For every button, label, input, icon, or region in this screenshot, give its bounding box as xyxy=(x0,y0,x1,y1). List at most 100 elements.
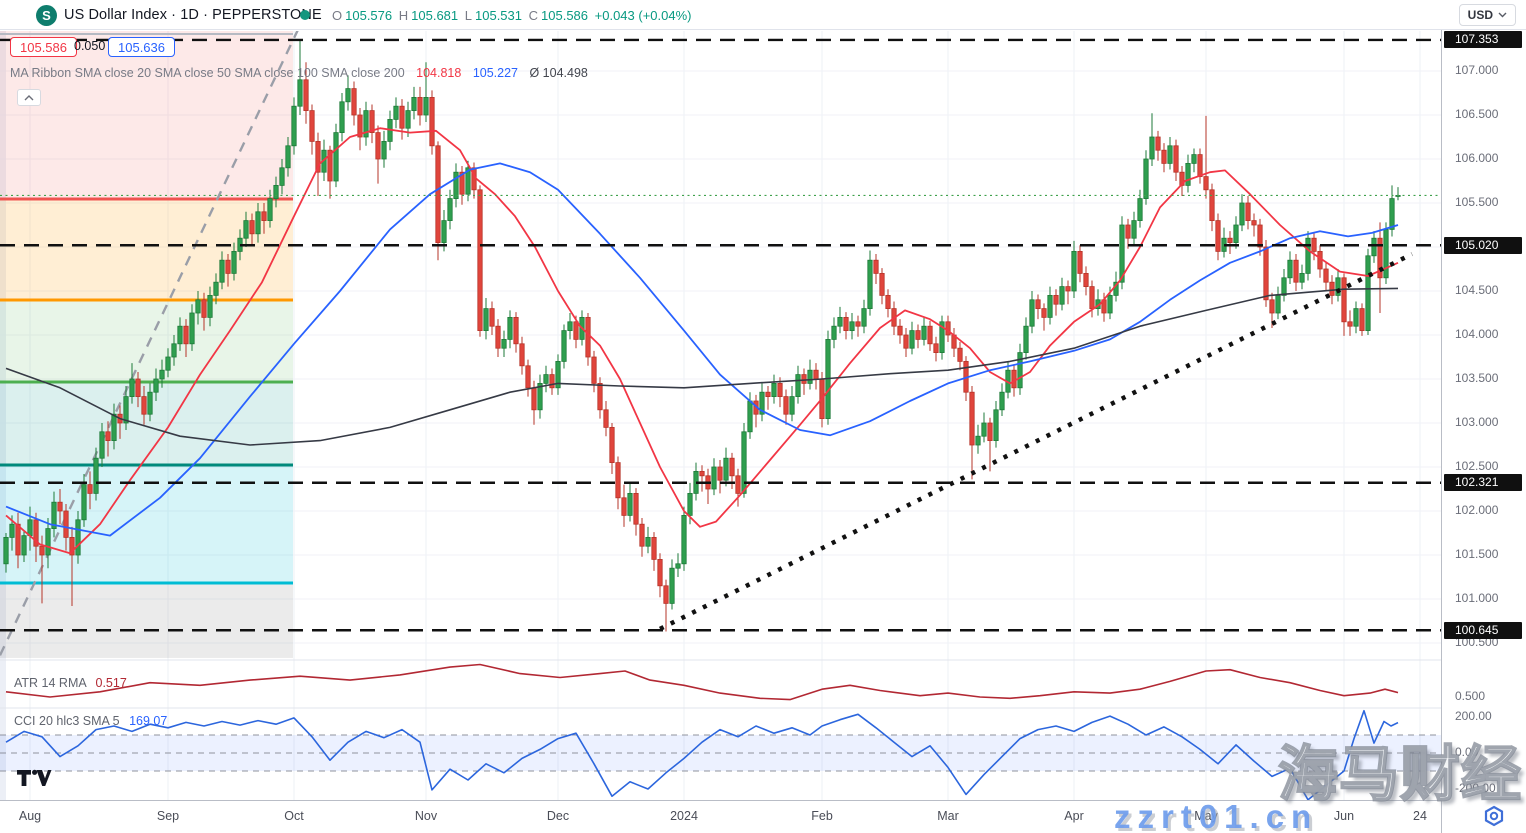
close-label: C xyxy=(528,8,539,23)
candle-body xyxy=(39,545,45,556)
cci-value: 169.07 xyxy=(129,714,168,728)
time-axis[interactable]: Aug Sep Oct Nov Dec 2024 Feb Mar Apr May Jun 24 xyxy=(0,800,1526,833)
chevron-up-icon xyxy=(24,94,34,100)
key-level-price-label: 105.020 xyxy=(1444,236,1522,254)
time-tick-label: 24 xyxy=(1413,809,1427,823)
candle-body xyxy=(75,519,81,556)
price-tick-label: 106.000 xyxy=(1455,151,1499,165)
candle-body xyxy=(993,409,999,441)
candle-body xyxy=(1215,220,1221,252)
candle-body xyxy=(351,88,357,116)
candle-body xyxy=(1233,224,1239,244)
price-tick-label: 106.500 xyxy=(1455,107,1499,121)
candle-body xyxy=(969,391,975,446)
candle-body xyxy=(1299,272,1305,283)
atr-line xyxy=(5,663,1399,701)
time-tick-label: Feb xyxy=(811,809,833,823)
candle-body xyxy=(99,431,105,459)
tradingview-logo[interactable] xyxy=(16,768,52,788)
top-toolbar: S US Dollar Index · 1D · PEPPERSTONE O 10… xyxy=(0,0,1526,30)
candle-body xyxy=(267,198,273,222)
currency-dropdown[interactable]: USD xyxy=(1458,4,1516,26)
ohlc-readout: O 105.576 H 105.681 L 105.531 C 105.586 +0.0… xyxy=(332,8,695,23)
candle-body xyxy=(609,426,615,463)
candle-body xyxy=(369,110,375,133)
time-tick-label: Aug xyxy=(18,809,42,823)
candle-body xyxy=(633,492,639,525)
ma-ribbon-value-sma20: 104.818 xyxy=(416,66,462,80)
zone-band xyxy=(0,199,293,300)
key-level-price-label: 100.645 xyxy=(1444,621,1522,639)
candle-body xyxy=(999,391,1005,411)
price-tick-label: 101.000 xyxy=(1455,591,1499,605)
candle-body xyxy=(843,316,849,331)
candle-body xyxy=(93,457,99,494)
price-axis[interactable]: 107.000 106.500 106.000 105.500 104.500 104.0… xyxy=(1441,0,1526,833)
candle-body xyxy=(561,330,567,362)
candle-body xyxy=(423,97,429,116)
candle-body xyxy=(1341,277,1347,323)
candle-body xyxy=(669,567,675,604)
candle-body xyxy=(9,523,15,538)
candle-body xyxy=(477,189,483,332)
time-tick-label: May xyxy=(1194,809,1218,823)
candle-body xyxy=(1227,237,1233,243)
candle-body xyxy=(1245,202,1251,222)
ma-ribbon-legend[interactable]: MA Ribbon SMA close 20 SMA close 50 SMA … xyxy=(10,66,588,80)
watermark-gear-icon xyxy=(1484,805,1504,827)
candle-body xyxy=(1347,321,1353,327)
candle-body xyxy=(741,431,747,494)
gridlines xyxy=(0,31,1441,800)
candle-body xyxy=(69,537,75,556)
candle-body xyxy=(315,140,321,173)
candle-body xyxy=(1167,145,1173,164)
candle-body xyxy=(837,316,843,327)
zone-band xyxy=(0,582,293,658)
price-tick-label: 102.000 xyxy=(1455,503,1499,517)
price-tick-label: 103.500 xyxy=(1455,371,1499,385)
candle-body xyxy=(1281,277,1287,296)
candle-body xyxy=(921,325,927,340)
candle-body xyxy=(1269,299,1275,314)
main-pane xyxy=(0,31,1401,658)
time-tick-label: Nov xyxy=(414,809,438,823)
atr-indicator-legend[interactable]: ATR 14 RMA 0.517 xyxy=(14,676,127,690)
candle-body xyxy=(663,585,669,604)
candle-body xyxy=(1083,272,1089,287)
candle-body xyxy=(813,369,819,380)
candle-body xyxy=(567,321,573,331)
ma-ribbon-value-sma50: 105.227 xyxy=(472,66,518,80)
candle-body xyxy=(381,140,387,160)
candle-body xyxy=(1011,369,1017,389)
candle-body xyxy=(603,409,609,428)
collapse-legend-button[interactable] xyxy=(17,89,41,106)
candle-body xyxy=(675,563,681,569)
candle-body xyxy=(219,259,225,283)
candle-body xyxy=(123,396,129,424)
candle-body xyxy=(543,374,549,384)
order-limit-price-label[interactable]: 105.636 xyxy=(108,37,175,57)
candle-body xyxy=(51,501,57,530)
candle-body xyxy=(711,466,717,490)
cci-name: CCI 20 hlc3 SMA 5 xyxy=(14,714,120,728)
candle-body xyxy=(1161,149,1167,164)
time-tick-label: Mar xyxy=(937,809,959,823)
candle-body xyxy=(555,360,561,389)
candle-body xyxy=(345,88,351,103)
candle-body xyxy=(411,97,417,112)
cci-indicator-legend[interactable]: CCI 20 hlc3 SMA 5 169.07 xyxy=(14,714,167,728)
candle-body xyxy=(1335,277,1341,296)
symbol-title[interactable]: US Dollar Index · 1D · PEPPERSTONE xyxy=(64,7,322,23)
candle-body xyxy=(339,101,345,134)
candle-body xyxy=(405,110,411,129)
candle-body xyxy=(879,272,885,296)
candle-body xyxy=(333,132,339,182)
cci-tick-label: 200.00 xyxy=(1455,709,1492,723)
order-stop-price-label[interactable]: 105.586 xyxy=(10,37,77,57)
candle-body xyxy=(153,378,159,393)
black-dotted-trendline[interactable] xyxy=(658,252,1414,631)
sma-slow-black xyxy=(5,287,1399,446)
candle-body xyxy=(183,325,189,345)
candle-body xyxy=(507,316,513,340)
